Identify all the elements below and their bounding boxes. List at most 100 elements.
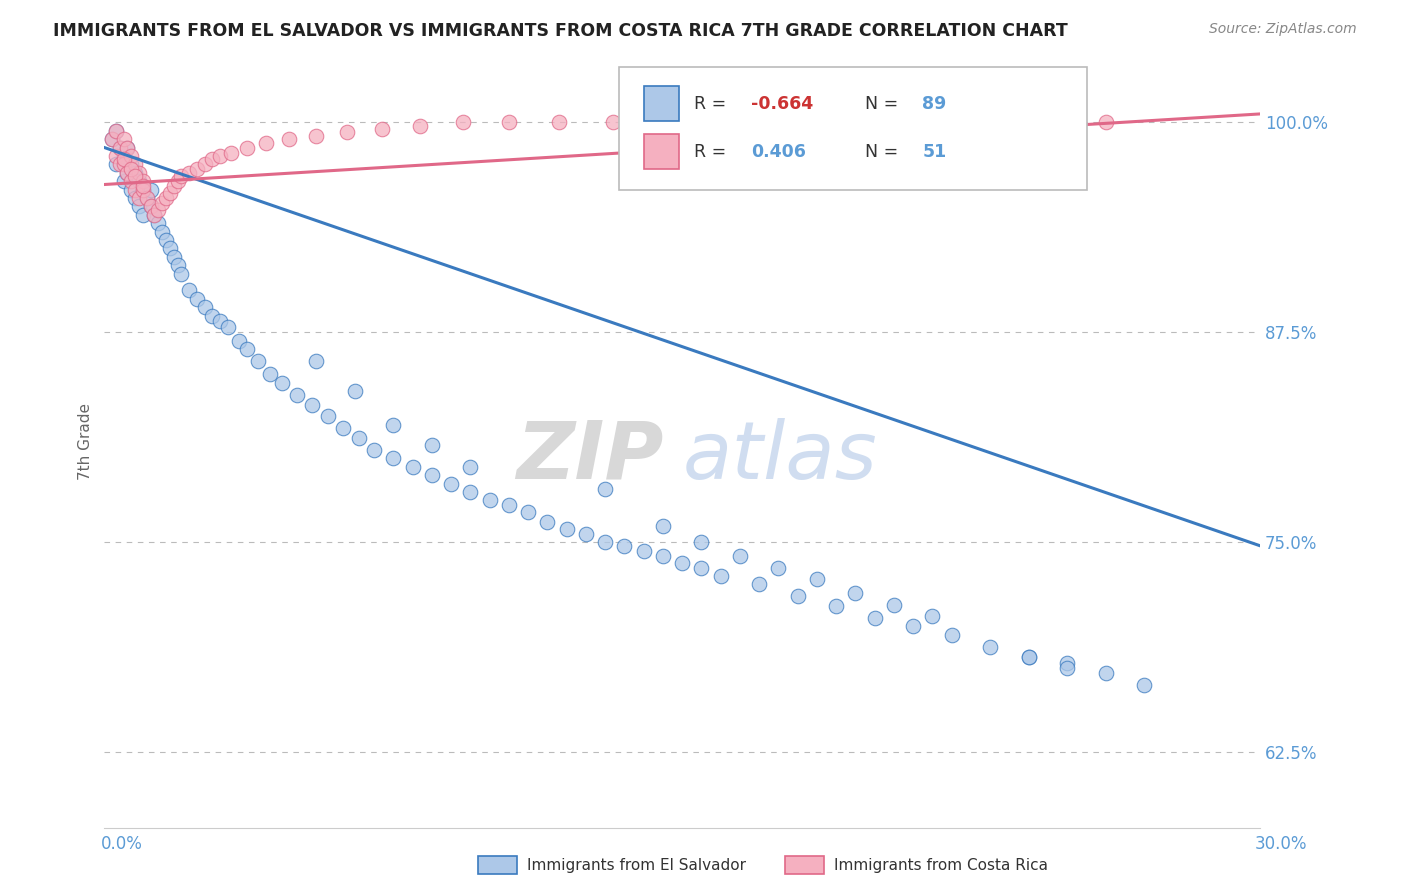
Point: [1018, 649, 1040, 664]
Point: [217, 320, 239, 334]
Point: [633, 543, 655, 558]
Point: [104, 149, 127, 163]
Point: [270, 376, 292, 390]
Point: [768, 560, 790, 574]
Point: [1133, 678, 1156, 692]
Point: [132, 174, 155, 188]
Point: [278, 132, 301, 146]
Point: [163, 250, 186, 264]
Point: [128, 166, 150, 180]
Point: [135, 191, 157, 205]
Text: R =: R =: [693, 95, 731, 112]
Point: [979, 640, 1001, 654]
Point: [285, 387, 308, 401]
Point: [409, 119, 432, 133]
Point: [104, 124, 127, 138]
Point: [690, 535, 713, 549]
Point: [305, 128, 328, 143]
Point: [883, 598, 905, 612]
Text: IMMIGRANTS FROM EL SALVADOR VS IMMIGRANTS FROM COSTA RICA 7TH GRADE CORRELATION : IMMIGRANTS FROM EL SALVADOR VS IMMIGRANT…: [53, 22, 1069, 40]
Point: [370, 122, 392, 136]
Point: [221, 145, 243, 160]
Point: [825, 599, 848, 614]
Point: [150, 225, 173, 239]
Point: [458, 485, 481, 500]
Point: [124, 157, 146, 171]
Point: [343, 384, 366, 398]
Point: [166, 258, 188, 272]
Point: [120, 182, 142, 196]
Point: [159, 241, 181, 255]
Text: 30.0%: 30.0%: [1256, 835, 1308, 853]
Point: [659, 115, 682, 129]
Point: [108, 157, 131, 171]
Point: [728, 549, 751, 563]
Point: [1094, 666, 1116, 681]
Point: [786, 589, 808, 603]
Point: [555, 522, 578, 536]
Point: [104, 124, 127, 138]
Point: [671, 556, 693, 570]
FancyBboxPatch shape: [619, 67, 1087, 190]
Point: [536, 515, 558, 529]
Point: [139, 182, 162, 196]
Point: [690, 560, 713, 574]
Text: R =: R =: [693, 143, 731, 161]
Point: [254, 136, 277, 150]
Point: [124, 169, 146, 183]
Point: [382, 451, 405, 466]
Point: [132, 208, 155, 222]
Point: [143, 208, 166, 222]
Point: [112, 174, 135, 188]
Point: [440, 476, 463, 491]
Point: [117, 166, 139, 180]
Point: [575, 527, 598, 541]
Point: [710, 569, 733, 583]
Point: [593, 535, 616, 549]
Point: [163, 179, 186, 194]
Point: [128, 199, 150, 213]
Bar: [644, 135, 679, 169]
Point: [602, 115, 624, 129]
Point: [112, 132, 135, 146]
Point: [117, 140, 139, 154]
Point: [120, 149, 142, 163]
Point: [498, 115, 520, 129]
Point: [1056, 661, 1078, 675]
Point: [478, 493, 501, 508]
Point: [155, 233, 177, 247]
Point: [148, 216, 170, 230]
Bar: [644, 87, 679, 121]
Point: [921, 609, 943, 624]
Point: [748, 577, 770, 591]
Point: [139, 199, 162, 213]
Point: [451, 115, 474, 129]
Point: [208, 313, 231, 327]
Point: [863, 611, 886, 625]
Point: [101, 132, 124, 146]
Point: [139, 199, 162, 213]
Point: [124, 166, 146, 180]
Point: [728, 115, 751, 129]
Point: [193, 157, 215, 171]
Point: [301, 398, 323, 412]
Point: [903, 619, 925, 633]
Point: [155, 191, 177, 205]
Point: [941, 628, 963, 642]
Point: [1018, 649, 1040, 664]
Point: [143, 208, 166, 222]
Point: [236, 140, 259, 154]
Point: [132, 182, 155, 196]
Point: [159, 186, 181, 200]
Point: [401, 459, 423, 474]
Point: [420, 438, 443, 452]
Point: [112, 149, 135, 163]
Point: [247, 354, 270, 368]
Point: [259, 368, 281, 382]
Point: [1056, 657, 1078, 671]
Point: [458, 459, 481, 474]
Point: [128, 174, 150, 188]
Point: [193, 300, 215, 314]
Text: Immigrants from El Salvador: Immigrants from El Salvador: [527, 858, 747, 872]
Point: [186, 292, 208, 306]
